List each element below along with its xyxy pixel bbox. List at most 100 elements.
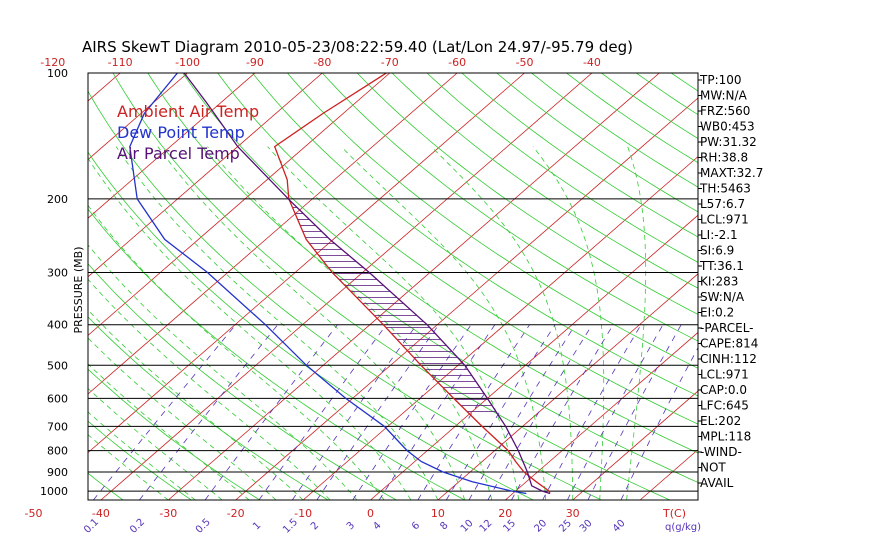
dry-adiabat-line bbox=[252, 73, 698, 397]
isotherm-line bbox=[775, 73, 870, 500]
top-temp-tick-label: -90 bbox=[246, 56, 264, 69]
index-label: CAP:0.0 bbox=[700, 383, 747, 397]
index-label: AVAIL bbox=[700, 476, 734, 490]
mixing-ratio-line bbox=[139, 324, 279, 500]
dry-adiabat-line bbox=[88, 368, 260, 500]
index-label: -PARCEL- bbox=[700, 321, 754, 335]
isotherm-line bbox=[0, 73, 53, 500]
series-line-parcel bbox=[183, 73, 551, 495]
index-label: TH:5463 bbox=[699, 182, 751, 196]
legend-entry: Ambient Air Temp bbox=[117, 102, 259, 121]
top-temp-tick-label: -110 bbox=[108, 56, 133, 69]
mixing-ratio-line bbox=[378, 324, 496, 500]
index-label: LI:-2.1 bbox=[700, 228, 738, 242]
isotherm-line bbox=[88, 73, 121, 102]
dry-adiabat-line bbox=[741, 73, 870, 500]
bottom-temp-tick-label: -30 bbox=[159, 507, 177, 520]
dry-adiabat-line bbox=[112, 73, 670, 500]
mixing-ratio-tick-label: 15 bbox=[501, 518, 518, 535]
pressure-tick-label: 200 bbox=[47, 193, 68, 206]
mixing-ratio-tick-label: 1 bbox=[251, 520, 263, 532]
isotherm-line bbox=[88, 73, 323, 278]
pressure-tick-label: 900 bbox=[47, 466, 68, 479]
isotherm-line bbox=[88, 73, 525, 454]
dry-adiabat-line bbox=[147, 73, 698, 483]
dry-adiabat-line bbox=[496, 73, 698, 213]
dry-adiabat-line bbox=[88, 316, 329, 500]
index-label: RH:38.8 bbox=[700, 151, 748, 165]
index-label: SI:6.9 bbox=[700, 244, 734, 258]
mixing-ratio-tick-label: 0.5 bbox=[194, 517, 213, 536]
index-label: EI:0.2 bbox=[700, 306, 734, 320]
mixing-ratio-line bbox=[587, 324, 682, 500]
top-temp-tick-label: -70 bbox=[381, 56, 399, 69]
index-label: -WIND- bbox=[700, 445, 742, 459]
mixing-ratio-tick-label: 3 bbox=[345, 520, 357, 532]
series-line-dewpoint bbox=[129, 73, 527, 495]
y-axis-label: PRESSURE (MB) bbox=[72, 247, 85, 334]
moist-adiabat-line bbox=[430, 146, 574, 500]
isotherm-line bbox=[235, 97, 698, 500]
moist-adiabat-line bbox=[115, 146, 439, 500]
moist-adiabat-line bbox=[88, 387, 223, 500]
mixing-ratio-tick-label: 6 bbox=[410, 520, 422, 532]
mixing-ratio-tick-label: 25 bbox=[557, 518, 574, 535]
dry-adiabat-line bbox=[391, 73, 698, 289]
dry-adiabat-line bbox=[566, 73, 698, 164]
isotherm-line bbox=[88, 73, 188, 161]
mixing-ratio-tick-label: 20 bbox=[532, 518, 549, 535]
mixing-ratio-tick-label: 30 bbox=[578, 518, 595, 535]
mixing-ratio-line bbox=[542, 324, 642, 500]
mixing-ratio-line bbox=[316, 324, 440, 500]
top-temp-tick-label: -100 bbox=[175, 56, 200, 69]
mixing-ratio-line bbox=[93, 324, 237, 500]
pressure-tick-label: 100 bbox=[47, 67, 68, 80]
mixing-ratio-axis-label: q(g/kg) bbox=[665, 522, 701, 533]
cape-hatching bbox=[289, 201, 496, 412]
index-label: L57:6.7 bbox=[700, 197, 745, 211]
top-temp-tick-label: -60 bbox=[448, 56, 466, 69]
isotherm-line bbox=[437, 273, 698, 500]
bottom-temp-tick-label: 10 bbox=[431, 507, 445, 520]
bottom-temp-tick-label: 30 bbox=[566, 507, 580, 520]
index-label: TP:100 bbox=[699, 73, 742, 87]
pressure-tick-label: 500 bbox=[47, 359, 68, 372]
moist-adiabat-line bbox=[88, 204, 385, 500]
mixing-ratio-line bbox=[511, 324, 614, 500]
legend-entry: Dew Point Temp bbox=[117, 123, 245, 142]
index-label: WB0:453 bbox=[700, 120, 755, 134]
isotherm-line bbox=[88, 73, 458, 395]
mixing-ratio-tick-label: 12 bbox=[478, 518, 495, 535]
dry-adiabat-line bbox=[461, 73, 698, 238]
mixing-ratio-tick-label: 10 bbox=[459, 518, 476, 535]
moist-adiabat-line bbox=[532, 146, 605, 500]
legend: Ambient Air Temp Dew Point Temp Air Parcel… bbox=[117, 102, 259, 163]
dry-adiabat-line bbox=[88, 420, 192, 500]
x-axis-label: T(C) bbox=[662, 507, 686, 520]
index-label: EL:202 bbox=[700, 414, 741, 428]
bottom-temp-tick-label: -40 bbox=[92, 507, 110, 520]
isotherm-line bbox=[88, 73, 256, 219]
index-label: LCL:971 bbox=[700, 213, 749, 227]
isotherm-line bbox=[168, 73, 660, 500]
dry-adiabat-line bbox=[426, 73, 698, 263]
mixing-ratio-line bbox=[567, 324, 664, 500]
bottom-temp-tick-label: 20 bbox=[498, 507, 512, 520]
dry-adiabat-line bbox=[88, 90, 602, 500]
index-label: NOT bbox=[700, 461, 726, 475]
index-label: LCL:971 bbox=[700, 368, 749, 382]
isotherm-line bbox=[370, 214, 698, 500]
mixing-ratio-line bbox=[258, 324, 387, 500]
dry-adiabat-line bbox=[287, 73, 698, 369]
dry-adiabat-line bbox=[531, 73, 698, 188]
sounding-series bbox=[129, 73, 551, 495]
mixing-ratio-line bbox=[204, 324, 338, 500]
chart-title: AIRS SkewT Diagram 2010-05-23/08:22:59.4… bbox=[82, 38, 633, 56]
isotherm-line bbox=[505, 331, 698, 500]
index-label: MAXT:32.7 bbox=[700, 166, 763, 180]
bottom-temp-tick-label: 0 bbox=[367, 507, 374, 520]
isotherm-line bbox=[572, 390, 698, 500]
pressure-tick-label: 1000 bbox=[40, 485, 68, 498]
